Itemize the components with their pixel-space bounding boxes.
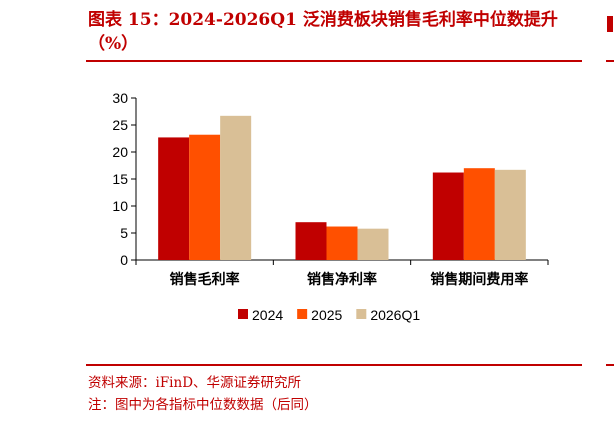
- adjacent-panel-divider-bottom: [606, 364, 614, 366]
- category-labels: 销售毛利率 销售净利率 销售期间费用率: [170, 271, 529, 288]
- bar: [158, 137, 190, 260]
- legend-swatch: [356, 309, 367, 319]
- bar: [189, 134, 221, 260]
- bar: [432, 172, 464, 260]
- y-tick-label: 20: [112, 144, 128, 160]
- category-label: 销售期间费用率: [430, 271, 528, 288]
- bar: [220, 115, 252, 260]
- chart-title: 图表 15：2024-2026Q1 泛消费板块销售毛利率中位数提升（%）: [88, 10, 558, 54]
- footer-divider: [86, 364, 582, 366]
- adjacent-panel-divider-top: [606, 60, 614, 62]
- bar: [295, 222, 327, 260]
- bar: [357, 228, 389, 260]
- data-note: 注：图中为各指标中位数数据（后同）: [88, 397, 318, 413]
- bar: [326, 226, 358, 260]
- source-note: 资料来源：iFinD、华源证券研究所: [88, 375, 302, 391]
- y-tick-label: 0: [120, 252, 128, 268]
- footnotes: 资料来源：iFinD、华源证券研究所 注：图中为各指标中位数数据（后同）: [88, 372, 318, 416]
- y-tick-label: 25: [112, 117, 128, 133]
- category-label: 销售净利率: [307, 271, 377, 288]
- y-tick-label: 5: [120, 225, 128, 241]
- adjacent-panel-marker: [607, 16, 613, 32]
- legend-label: 2026Q1: [370, 307, 420, 323]
- y-tick-label: 10: [112, 198, 128, 214]
- legend-swatch: [297, 309, 308, 319]
- bar: [463, 168, 495, 260]
- legend-label: 2024: [252, 307, 283, 323]
- x-axis: [135, 259, 549, 265]
- legend-label: 2025: [311, 307, 342, 323]
- title-divider: [86, 60, 582, 62]
- bars: [158, 115, 526, 260]
- y-tick-label: 30: [112, 90, 128, 106]
- bar: [494, 169, 526, 260]
- legend: 2024 2025 2026Q1: [238, 307, 420, 323]
- legend-swatch: [238, 309, 248, 319]
- y-axis: 0 5 10 15 20 25 30: [112, 90, 137, 268]
- category-label: 销售毛利率: [170, 271, 240, 288]
- y-tick-label: 15: [112, 171, 128, 187]
